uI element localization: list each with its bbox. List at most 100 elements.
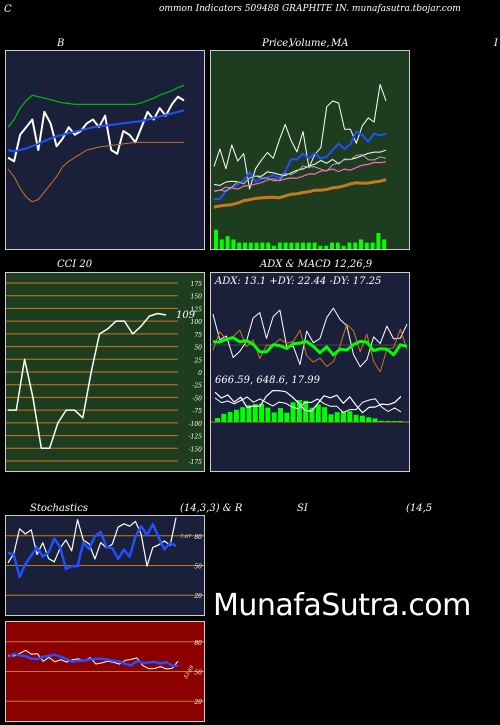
stochastics-params: (14,3,3) & R — [180, 503, 243, 514]
ma-short-line — [213, 130, 387, 201]
bb-middle-band — [7, 109, 185, 153]
macd-histogram-bar — [271, 412, 277, 422]
macd-histogram-bar — [246, 405, 252, 422]
macd-histogram-bar — [353, 414, 359, 422]
macd-histogram-bar — [347, 411, 353, 422]
cci-title: CCI 20 — [57, 259, 93, 270]
volume-bar — [260, 242, 265, 249]
macd-signal-line — [214, 396, 402, 414]
macd-histogram-bar — [296, 400, 302, 422]
cci-line — [8, 312, 167, 450]
rsi-tick-label: 50 — [194, 670, 202, 677]
volume-bar — [225, 236, 230, 249]
adx-panel — [210, 272, 410, 373]
volume-bar — [324, 245, 329, 249]
volume-bar — [277, 242, 282, 249]
stoch-last-label: 7.07 — [180, 534, 192, 540]
cci-tick-label: -125 — [189, 434, 203, 441]
volume-bar — [382, 239, 387, 249]
adx-svg — [211, 307, 409, 373]
cci-tick-label: 0 — [198, 370, 202, 377]
ma-title: MA — [331, 38, 349, 49]
cci-tick-label: -50 — [192, 395, 202, 402]
stoch-tick-label: 20 — [193, 593, 202, 600]
cci-tick-label: 50 — [194, 345, 202, 352]
macd-histogram-bar — [290, 402, 296, 422]
cci-tick-label: -100 — [189, 421, 203, 428]
macd-histogram-bar — [391, 421, 397, 422]
cci-panel: 175 150 125 100 75 50 25 0 -25 -50 -75 -100 -125 -150… — [5, 272, 205, 472]
volume-bar — [341, 245, 346, 249]
stochastics-panel: 80 50 20 7.07 — [5, 515, 205, 616]
cci-tick-label: -150 — [189, 446, 203, 453]
volume-bar — [243, 242, 247, 249]
macd-svg — [211, 390, 409, 423]
rsi-smooth-line — [7, 652, 179, 668]
si-params: (14,5 — [406, 503, 433, 514]
macd-panel — [210, 372, 410, 472]
rsi-tick-label: 80 — [194, 640, 202, 647]
volume-bar — [306, 242, 311, 249]
volume-bar — [353, 242, 358, 249]
macd-readout: 666.59, 648.6, 17.99 — [215, 375, 320, 386]
rsi-line — [7, 649, 179, 670]
volume-bar — [214, 229, 218, 249]
header-left-char: C — [4, 4, 12, 15]
right-edge-char: I — [494, 38, 498, 49]
rsi-tick-label: 20 — [193, 699, 202, 706]
macd-histogram-bar — [397, 421, 403, 422]
rsi-panel: 80 50 20 53.69 — [5, 621, 205, 722]
macd-histogram-bar — [385, 421, 391, 422]
price-line — [213, 83, 387, 190]
cci-tick-label: -25 — [192, 383, 202, 390]
bb-upper-band — [7, 84, 185, 128]
volume-bar — [335, 242, 340, 249]
volume-bar — [266, 242, 271, 249]
cci-tick-label: -175 — [189, 459, 203, 466]
volume-bar — [248, 242, 253, 249]
price-title: Price, — [262, 38, 292, 49]
volume-bar — [364, 242, 369, 249]
cci-tick-label: 150 — [191, 294, 203, 301]
stoch-d-line — [7, 522, 177, 579]
macd-histogram-bar — [328, 414, 334, 422]
cci-tick-label: 175 — [191, 281, 203, 288]
plus-di-line — [212, 307, 408, 368]
macd-histogram-bar — [233, 409, 239, 422]
ma-mid-line-2 — [213, 154, 387, 192]
macd-histogram-bar — [372, 418, 378, 422]
volume-bar — [289, 242, 294, 249]
macd-histogram-bar — [227, 411, 233, 422]
cci-last-label: 109 — [176, 310, 196, 321]
stoch-tick-label: 80 — [194, 534, 202, 541]
volume-bar — [330, 242, 334, 249]
macd-histogram-bar — [259, 403, 265, 422]
cci-tick-label: 100 — [191, 319, 203, 326]
macd-line — [214, 390, 402, 414]
volume-bar — [376, 233, 381, 249]
volume-bar — [295, 242, 300, 249]
stochastics-svg: 80 50 20 7.07 — [6, 517, 204, 600]
watermark: MunafaSutra.com — [213, 588, 471, 623]
macd-histogram-bar — [359, 415, 365, 422]
macd-histogram-bar — [315, 404, 321, 422]
bollinger-svg — [7, 84, 185, 203]
volume-bar — [370, 242, 375, 249]
macd-histogram-bar — [252, 404, 258, 422]
macd-histogram-bar — [278, 408, 283, 422]
ma-longest-line — [213, 178, 387, 209]
stochastics-title: Stochastics — [30, 503, 88, 514]
adx-macd-title: ADX & MACD 12,26,9 — [260, 259, 373, 270]
macd-histogram-bar — [215, 418, 220, 422]
ma-long-line — [213, 161, 387, 192]
volume-bar — [318, 245, 323, 249]
bollinger-title: B — [57, 38, 65, 49]
macd-histogram-bar — [322, 407, 328, 422]
macd-histogram-bar — [303, 400, 309, 422]
macd-histogram-bar — [378, 420, 384, 422]
macd-histogram-bar — [334, 412, 340, 422]
bb-price-line — [7, 95, 185, 163]
macd-histogram-bar — [240, 407, 246, 422]
si-title: SI — [297, 503, 308, 514]
